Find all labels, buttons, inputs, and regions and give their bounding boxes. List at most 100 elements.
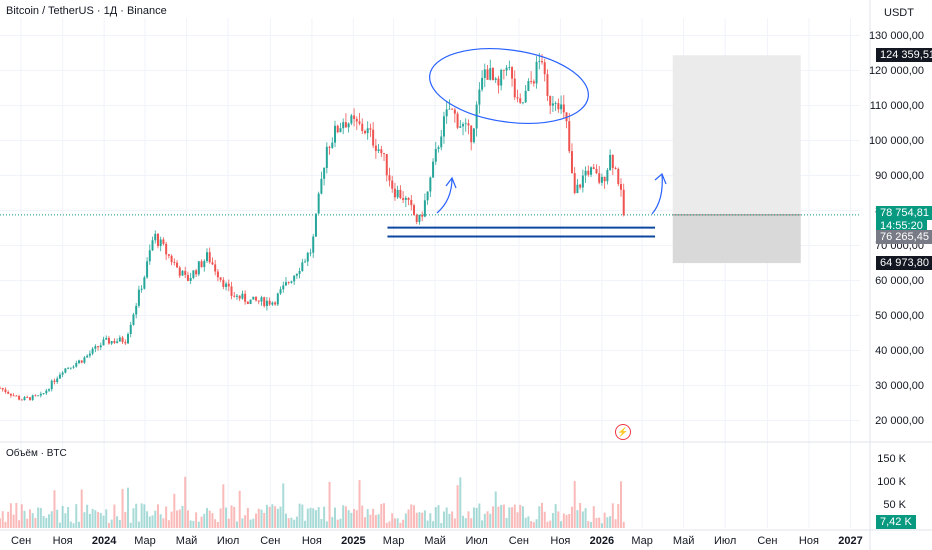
volume-bar [372, 508, 375, 528]
candle-body [200, 261, 203, 268]
candle-body [396, 189, 399, 198]
candle-body [557, 103, 560, 110]
candle-body [309, 252, 312, 254]
price-axis-unit[interactable]: USDT [884, 7, 914, 19]
candle-body [156, 233, 159, 246]
candle-body [203, 260, 206, 268]
volume-bar [600, 523, 603, 528]
last-price-tag: 78 754,81 [876, 205, 932, 220]
candle-body [617, 168, 620, 185]
volume-bar [48, 514, 51, 528]
candle-body [222, 279, 225, 287]
candle-body [26, 397, 29, 398]
candle-body [366, 128, 369, 134]
volume-bar [244, 515, 247, 528]
volume-bar [391, 513, 394, 528]
candle-body [361, 123, 364, 131]
volume-bar [9, 503, 12, 528]
candle-body [34, 395, 37, 397]
time-tick-label: Май [672, 535, 695, 547]
volume-bar [489, 513, 492, 528]
symbol-title[interactable]: Bitcoin / TetherUS · 1Д · Binance [6, 5, 167, 17]
volume-tick-label: 50 K [883, 498, 906, 511]
volume-bar [219, 508, 222, 528]
candle-body [214, 264, 217, 272]
volume-tick-label: 150 K [877, 452, 906, 465]
candle-body [481, 77, 484, 90]
candle-body [603, 176, 606, 182]
candle-body [173, 262, 176, 263]
volume-bar [331, 516, 334, 528]
candle-body [339, 128, 342, 133]
volume-bar [587, 521, 590, 528]
volume-bar [442, 511, 445, 528]
volume-bar [344, 506, 347, 528]
volume-bar [342, 505, 345, 528]
volume-bar [453, 518, 456, 528]
candle-body [238, 295, 241, 299]
candle-body [323, 168, 326, 179]
candle-body [554, 103, 557, 104]
candle-body [543, 62, 546, 75]
candle-body [478, 89, 481, 105]
candle-body [622, 189, 625, 216]
candle-body [336, 125, 339, 133]
volume-pane-title[interactable]: Объём · BTC [6, 448, 67, 459]
candle-body [325, 146, 328, 169]
candle-body [459, 126, 462, 128]
volume-bar [606, 517, 609, 528]
candle-body [464, 123, 467, 125]
volume-bar [56, 509, 59, 528]
volume-bar [470, 518, 473, 528]
volume-bar [31, 513, 34, 528]
candle-body [353, 115, 356, 119]
volume-bar [502, 504, 505, 528]
candle-body [383, 153, 386, 155]
time-tick-label: Ноя [798, 535, 819, 547]
candle-body [445, 109, 448, 117]
time-tick-label: Сен [757, 535, 778, 547]
volume-bar [505, 517, 508, 528]
candle-body [31, 395, 34, 400]
candle-body [453, 109, 456, 114]
volume-bar [573, 480, 576, 528]
time-tick-label: Июл [714, 535, 737, 547]
volume-bar [154, 510, 157, 528]
volume-bar [508, 507, 511, 528]
volume-bar [282, 483, 285, 528]
candle-body [500, 69, 503, 86]
candle-body [560, 104, 563, 110]
candle-body [118, 337, 121, 342]
lightning-icon[interactable]: ⚡ [615, 424, 631, 440]
volume-bar [211, 513, 214, 528]
volume-bar [116, 516, 119, 528]
volume-bar [396, 518, 399, 528]
time-tick-label: 2024 [91, 535, 117, 547]
candle-body [192, 270, 195, 278]
volume-bar [538, 506, 541, 528]
volume-bar [216, 522, 219, 528]
volume-bar [464, 518, 467, 528]
candle-body [178, 267, 181, 276]
price-tick-label: 120 000,00 [868, 64, 924, 77]
candle-body [513, 78, 516, 98]
candle-body [600, 176, 603, 183]
candle-body [328, 146, 331, 148]
volume-bar [45, 517, 48, 528]
candle-body [412, 205, 415, 215]
candle-body [342, 122, 345, 129]
volume-bar [380, 503, 383, 528]
volume-bar [562, 513, 565, 528]
candle-body [18, 396, 21, 400]
volume-bar [609, 516, 612, 528]
price-tick-label: 90 000,00 [875, 169, 924, 182]
volume-bar [94, 510, 97, 528]
candle-body [1, 387, 4, 390]
volume-bar [159, 514, 162, 528]
candle-body [404, 197, 407, 200]
volume-bar [26, 518, 29, 528]
volume-bar [255, 513, 258, 528]
candle-body [244, 293, 247, 302]
volume-bar [472, 507, 475, 528]
